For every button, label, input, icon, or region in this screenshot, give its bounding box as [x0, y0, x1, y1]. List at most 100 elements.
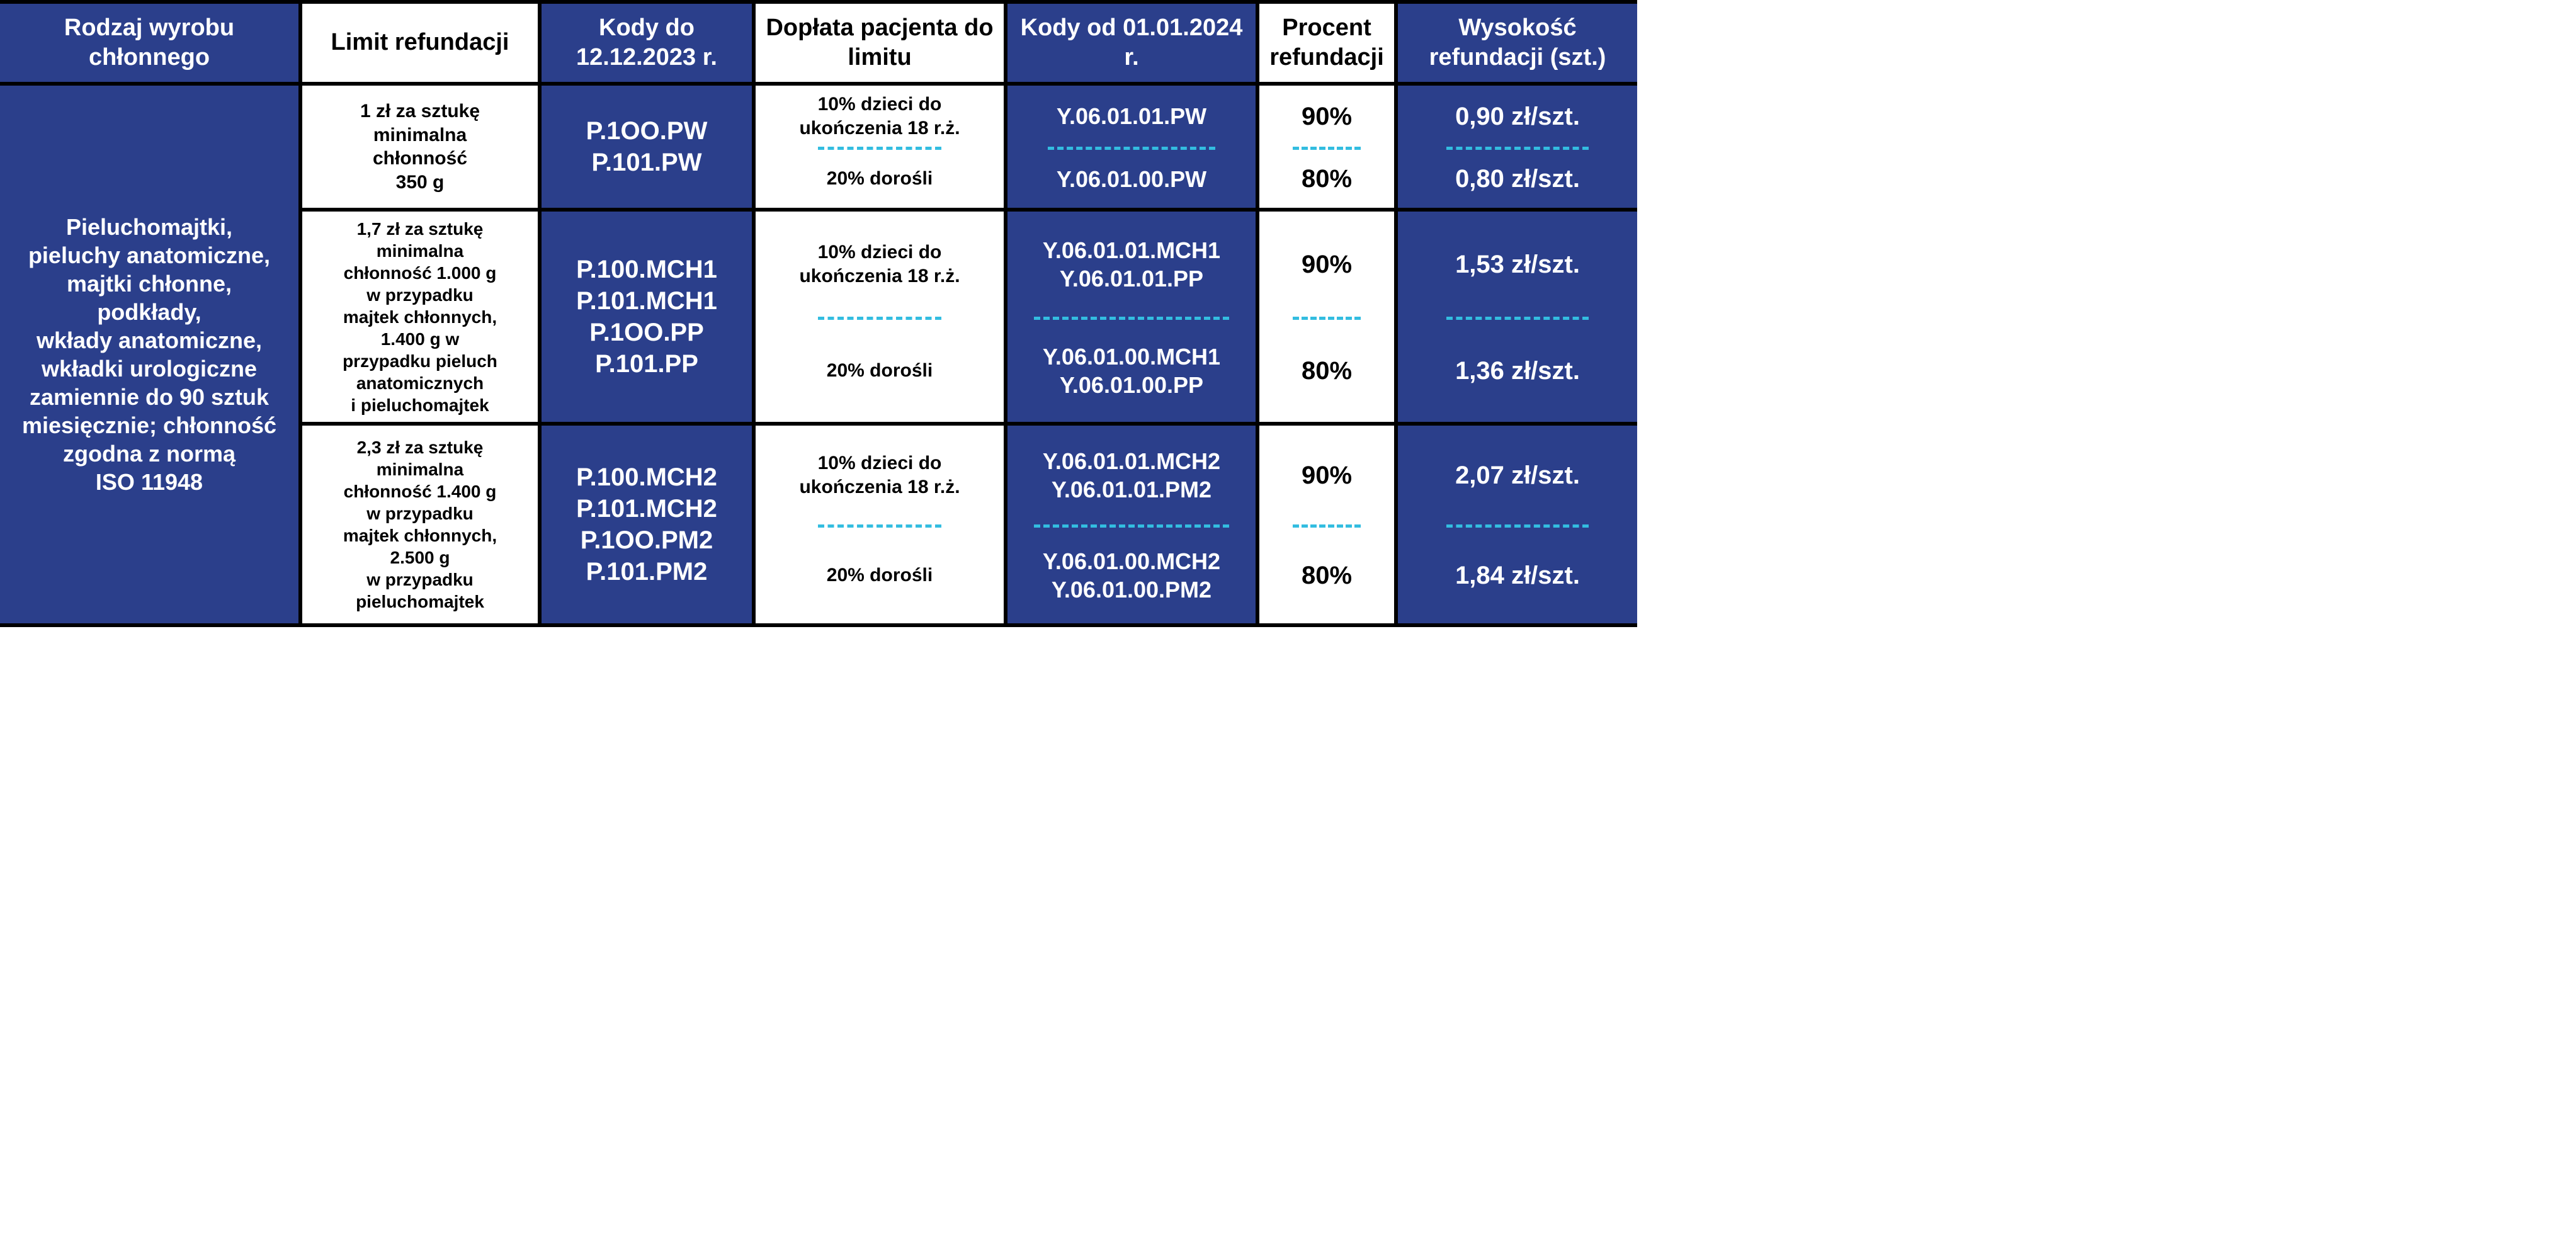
limit-line: minimalna [373, 123, 467, 147]
g2-pct: 90% 80% [1259, 212, 1398, 426]
left-line: zgodna z normą [63, 439, 235, 468]
g1-new-codes: Y.06.01.01.PW Y.06.01.00.PW [1007, 86, 1259, 212]
g3-pct: 90% 80% [1259, 426, 1398, 627]
g2-limit: 1,7 zł za sztukę minimalna chłonność 1.0… [302, 212, 542, 426]
pct-kids: 90% [1293, 426, 1361, 524]
limit-line: chłonność [373, 147, 467, 171]
code-line: P.101.MCH2 [576, 493, 717, 524]
left-line: majtki chłonne, [67, 269, 232, 298]
new-code-adults: Y.06.01.00.PW [1048, 147, 1215, 208]
g1-copay: 10% dzieci do ukończenia 18 r.ż. 20% dor… [756, 86, 1007, 212]
hdr-copay: Dopłata pacjenta do limitu [756, 4, 1007, 86]
limit-line: majtek chłonnych, [343, 524, 497, 547]
code-line: P.1OO.PP [589, 317, 704, 348]
code-line: P.101.PM2 [586, 556, 708, 587]
code-line: P.1OO.PW [586, 115, 708, 147]
g1-limit: 1 zł za sztukę minimalna chłonność 350 g [302, 86, 542, 212]
limit-line: w przypadku [366, 284, 474, 306]
code-line: P.101.PW [592, 147, 702, 178]
limit-line: 1,7 zł za sztukę [357, 218, 484, 240]
hdr-amount: Wysokość refundacji (szt.) [1398, 4, 1637, 86]
limit-line: majtek chłonnych, [343, 306, 497, 328]
left-line: pieluchy anatomiczne, [28, 241, 270, 269]
new-code-adults: Y.06.01.00.MCH2 Y.06.01.00.PM2 [1034, 524, 1229, 623]
left-line: wkłady anatomiczne, [37, 326, 262, 354]
code-line: P.100.MCH1 [576, 254, 717, 285]
amt-kids: 0,90 zł/szt. [1446, 86, 1589, 147]
limit-line: 1 zł za sztukę [360, 99, 480, 123]
left-line: podkłady, [97, 298, 201, 326]
code-line: P.101.PP [595, 348, 698, 380]
limit-line: 2.500 g [390, 547, 450, 569]
limit-line: minimalna [377, 240, 463, 262]
new-code-adults: Y.06.01.00.MCH1 Y.06.01.00.PP [1034, 317, 1229, 422]
code-line: Y.06.01.00.MCH1 [1043, 343, 1220, 371]
hdr-pct: Procent refundacji [1259, 4, 1398, 86]
g3-new-codes: Y.06.01.01.MCH2 Y.06.01.01.PM2 Y.06.01.0… [1007, 426, 1259, 627]
limit-line: 350 g [396, 171, 445, 195]
copay-kids: 10% dzieci do ukończenia 18 r.ż. [756, 212, 1004, 317]
code-line: P.1OO.PM2 [581, 524, 713, 556]
g3-copay: 10% dzieci do ukończenia 18 r.ż. 20% dor… [756, 426, 1007, 627]
g3-old-codes: P.100.MCH2 P.101.MCH2 P.1OO.PM2 P.101.PM… [542, 426, 756, 627]
new-code-kids: Y.06.01.01.PW [1048, 86, 1215, 147]
limit-line: w przypadku [366, 502, 474, 524]
copay-adults: 20% dorośli [818, 147, 941, 208]
g2-amount: 1,53 zł/szt. 1,36 zł/szt. [1398, 212, 1637, 426]
pct-adults: 80% [1293, 524, 1361, 623]
code-line: Y.06.01.00.PP [1060, 371, 1203, 399]
g1-pct: 90% 80% [1259, 86, 1398, 212]
pct-adults: 80% [1293, 317, 1361, 422]
product-type-cell: Pieluchomajtki, pieluchy anatomiczne, ma… [0, 86, 302, 627]
hdr-old-codes: Kody do 12.12.2023 r. [542, 4, 756, 86]
code-line: P.100.MCH2 [576, 462, 717, 493]
copay-kids: 10% dzieci do ukończenia 18 r.ż. [756, 426, 1004, 524]
code-line: Y.06.01.01.MCH1 [1043, 236, 1220, 264]
amt-kids: 1,53 zł/szt. [1446, 212, 1589, 317]
new-code-kids: Y.06.01.01.MCH2 Y.06.01.01.PM2 [1034, 426, 1229, 524]
copay-kids: 10% dzieci do ukończenia 18 r.ż. [756, 86, 1004, 147]
limit-line: i pieluchomajtek [351, 394, 489, 416]
limit-line: chłonność 1.400 g [344, 480, 497, 502]
pct-adults: 80% [1293, 147, 1361, 208]
copay-adults: 20% dorośli [818, 317, 941, 422]
amt-adults: 1,36 zł/szt. [1446, 317, 1589, 422]
amt-kids: 2,07 zł/szt. [1446, 426, 1589, 524]
limit-line: pieluchomajtek [356, 591, 484, 613]
g2-new-codes: Y.06.01.01.MCH1 Y.06.01.01.PP Y.06.01.00… [1007, 212, 1259, 426]
code-line: Y.06.01.01.PP [1060, 264, 1203, 293]
code-line: Y.06.01.01.PM2 [1052, 475, 1211, 504]
limit-line: anatomicznych [356, 372, 484, 394]
amt-adults: 1,84 zł/szt. [1446, 524, 1589, 623]
left-line: wkładki urologiczne [42, 354, 257, 383]
limit-line: przypadku pieluch [343, 350, 497, 372]
hdr-limit: Limit refundacji [302, 4, 542, 86]
pct-kids: 90% [1293, 212, 1361, 317]
left-line: zamiennie do 90 sztuk [30, 383, 269, 411]
refund-table: Rodzaj wyrobu chłonnego Limit refundacji… [0, 0, 1637, 627]
pct-kids: 90% [1293, 86, 1361, 147]
new-code-kids: Y.06.01.01.MCH1 Y.06.01.01.PP [1034, 212, 1229, 317]
hdr-product-type: Rodzaj wyrobu chłonnego [0, 4, 302, 86]
copay-adults: 20% dorośli [818, 524, 941, 623]
amt-adults: 0,80 zł/szt. [1446, 147, 1589, 208]
left-line: Pieluchomajtki, [66, 213, 232, 241]
code-line: Y.06.01.01.MCH2 [1043, 447, 1220, 475]
g1-amount: 0,90 zł/szt. 0,80 zł/szt. [1398, 86, 1637, 212]
g1-old-codes: P.1OO.PW P.101.PW [542, 86, 756, 212]
limit-line: 2,3 zł za sztukę [357, 436, 484, 458]
limit-line: minimalna [377, 458, 463, 480]
left-line: miesięcznie; chłonność [22, 411, 276, 439]
code-line: Y.06.01.00.MCH2 [1043, 547, 1220, 575]
code-line: Y.06.01.00.PM2 [1052, 575, 1211, 604]
left-line: ISO 11948 [96, 468, 203, 496]
g3-limit: 2,3 zł za sztukę minimalna chłonność 1.4… [302, 426, 542, 627]
code-line: P.101.MCH1 [576, 285, 717, 317]
hdr-new-codes: Kody od 01.01.2024 r. [1007, 4, 1259, 86]
limit-line: chłonność 1.000 g [344, 262, 497, 284]
limit-line: 1.400 g w [381, 328, 460, 350]
limit-line: w przypadku [366, 569, 474, 591]
g3-amount: 2,07 zł/szt. 1,84 zł/szt. [1398, 426, 1637, 627]
g2-old-codes: P.100.MCH1 P.101.MCH1 P.1OO.PP P.101.PP [542, 212, 756, 426]
g2-copay: 10% dzieci do ukończenia 18 r.ż. 20% dor… [756, 212, 1007, 426]
